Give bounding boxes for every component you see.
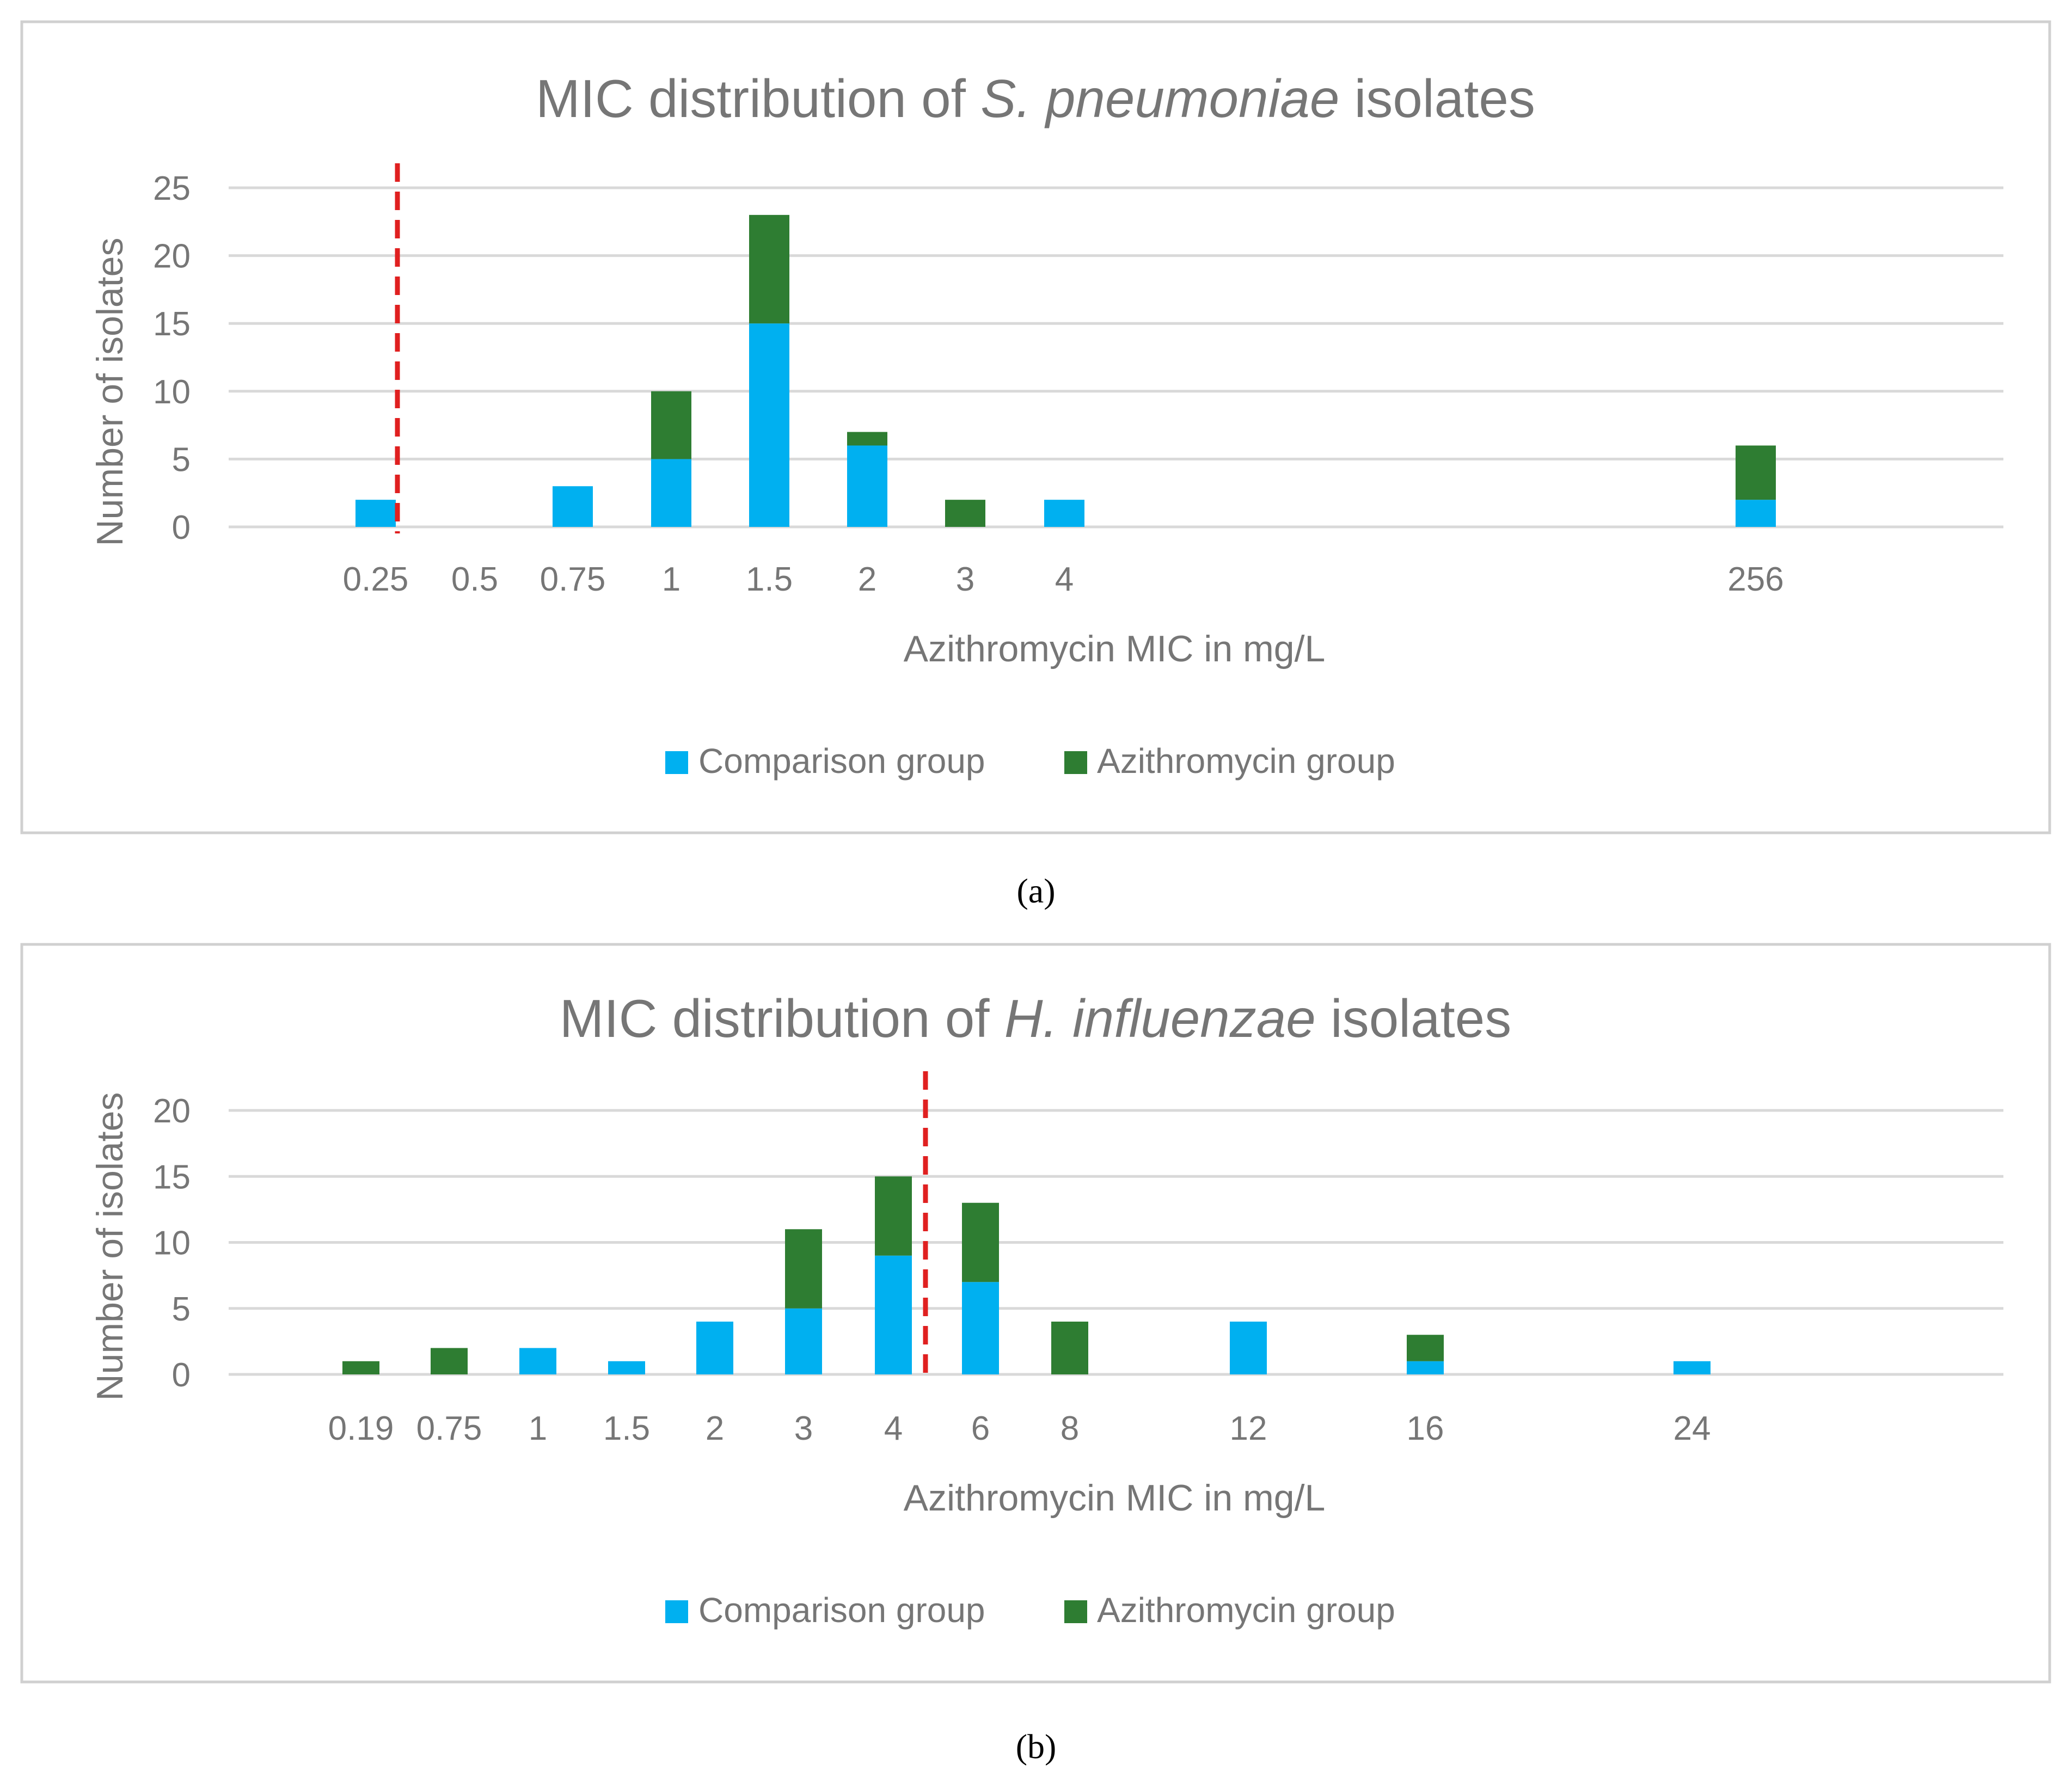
bar-comparison [355,500,396,527]
gridlines [229,186,2003,529]
bar-comparison [749,323,789,527]
bar-comparison [1044,500,1084,527]
legend-swatch-azithromycin [1064,1600,1087,1623]
chart-title-species: H. influenzae [1004,988,1316,1048]
x-axis-ticks: 0.19 0.75 1 1.5 2 3 4 6 8 12 16 24 [328,1410,1711,1447]
panel-caption-b: (b) [1016,1727,1057,1766]
chart-title: MIC distribution of S. pneumoniae isolat… [536,69,1535,128]
x-axis-label: Azithromycin MIC in mg/L [904,628,1326,670]
x-tick-label: 0.25 [343,561,409,598]
bar-azithromycin [875,1176,912,1256]
chart-frame [20,20,2051,834]
y-axis-label: Number of isolates [89,1092,131,1401]
y-tick-label: 15 [153,305,191,343]
legend: Comparison group Azithromycin group [665,741,1395,781]
y-tick-label: 0 [172,1356,191,1394]
legend-swatch-comparison [665,1600,688,1623]
x-tick-label: 3 [956,561,974,598]
bar-comparison [875,1255,912,1374]
x-tick-label: 0.5 [451,561,498,598]
x-tick-label: 1.5 [603,1410,650,1447]
chart-title-prefix: MIC distribution of [560,988,1004,1048]
bar-azithromycin [847,432,887,446]
chart-title-species: S. pneumoniae [980,69,1339,128]
x-tick-label: 3 [794,1410,813,1447]
bars [342,1176,1711,1374]
bar-azithromycin [785,1229,822,1309]
x-tick-label: 0.19 [328,1410,394,1447]
legend-swatch-comparison [665,751,688,774]
x-tick-label: 4 [884,1410,903,1447]
y-axis-ticks: 0 5 10 15 20 [153,1092,191,1394]
y-axis-ticks: 0 5 10 15 20 25 [153,170,191,546]
x-tick-label: 24 [1673,1410,1711,1447]
x-tick-label: 256 [1727,561,1783,598]
x-tick-label: 4 [1055,561,1074,598]
legend: Comparison group Azithromycin group [665,1591,1395,1630]
chart-panel-a: MIC distribution of S. pneumoniae isolat… [20,20,2051,834]
chart-title: MIC distribution of H. influenzae isolat… [560,988,1512,1048]
bars [355,214,1776,527]
bar-comparison [962,1282,999,1374]
chart-panel-b: MIC distribution of H. influenzae isolat… [20,943,2051,1684]
y-tick-label: 10 [153,1225,191,1262]
x-axis-label: Azithromycin MIC in mg/L [904,1477,1326,1519]
x-tick-label: 1 [529,1410,547,1447]
legend-label-comparison: Comparison group [698,1591,985,1630]
bar-azithromycin [651,391,691,459]
x-tick-label: 0.75 [416,1410,482,1447]
y-tick-label: 15 [153,1158,191,1196]
bar-azithromycin [1736,445,1776,500]
bar-comparison [785,1308,822,1374]
y-tick-label: 20 [153,1092,191,1130]
bar-azithromycin [1407,1335,1444,1361]
bar-comparison [519,1348,556,1374]
bar-comparison [1736,500,1776,527]
bar-comparison [1673,1361,1711,1374]
bar-comparison [1407,1361,1444,1374]
legend-label-azithromycin: Azithromycin group [1097,1591,1395,1630]
y-tick-label: 5 [172,441,191,478]
x-tick-label: 8 [1060,1410,1079,1447]
bar-comparison [696,1322,733,1374]
legend-label-comparison: Comparison group [698,741,985,781]
bar-azithromycin [431,1348,468,1374]
chart-title-prefix: MIC distribution of [536,69,980,128]
y-axis-label: Number of isolates [89,238,131,546]
y-tick-label: 5 [172,1291,191,1328]
chart-title-suffix: isolates [1339,69,1535,128]
y-tick-label: 10 [153,373,191,411]
bar-comparison [553,486,593,527]
x-tick-label: 16 [1407,1410,1444,1447]
x-tick-label: 1.5 [746,561,793,598]
bar-comparison [608,1361,645,1374]
x-tick-label: 2 [706,1410,724,1447]
panel-caption-a: (a) [1016,871,1055,910]
bar-azithromycin [1051,1322,1088,1374]
y-tick-label: 25 [153,170,191,207]
x-tick-label: 6 [971,1410,990,1447]
x-tick-label: 1 [662,561,681,598]
bar-azithromycin [342,1361,379,1374]
chart-frame [20,943,2051,1684]
bar-azithromycin [962,1202,999,1282]
legend-label-azithromycin: Azithromycin group [1097,741,1395,781]
x-tick-label: 0.75 [540,561,606,598]
y-tick-label: 0 [172,509,191,546]
bar-comparison [651,459,691,527]
x-tick-label: 2 [858,561,876,598]
bar-azithromycin [945,500,985,527]
chart-title-suffix: isolates [1316,988,1512,1048]
x-tick-label: 12 [1230,1410,1267,1447]
legend-swatch-azithromycin [1064,751,1087,774]
y-tick-label: 20 [153,238,191,275]
bar-comparison [1230,1322,1267,1374]
bar-comparison [847,445,887,527]
x-axis-ticks: 0.25 0.5 0.75 1 1.5 2 3 4 256 [343,561,1784,598]
bar-azithromycin [749,214,789,324]
